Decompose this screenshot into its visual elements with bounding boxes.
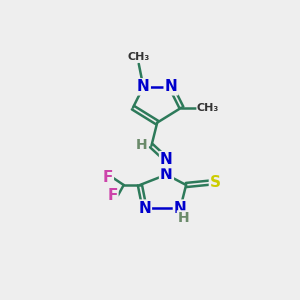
Text: N: N [138,201,151,216]
Text: N: N [165,79,178,94]
Text: N: N [174,201,187,216]
Text: N: N [160,167,173,182]
Text: H: H [177,211,189,225]
Text: CH₃: CH₃ [128,52,150,62]
Text: F: F [108,188,118,203]
Text: H: H [136,138,148,152]
Text: CH₃: CH₃ [197,103,219,112]
Text: N: N [160,152,173,167]
Text: N: N [137,79,150,94]
Text: F: F [103,170,113,185]
Text: S: S [209,175,220,190]
